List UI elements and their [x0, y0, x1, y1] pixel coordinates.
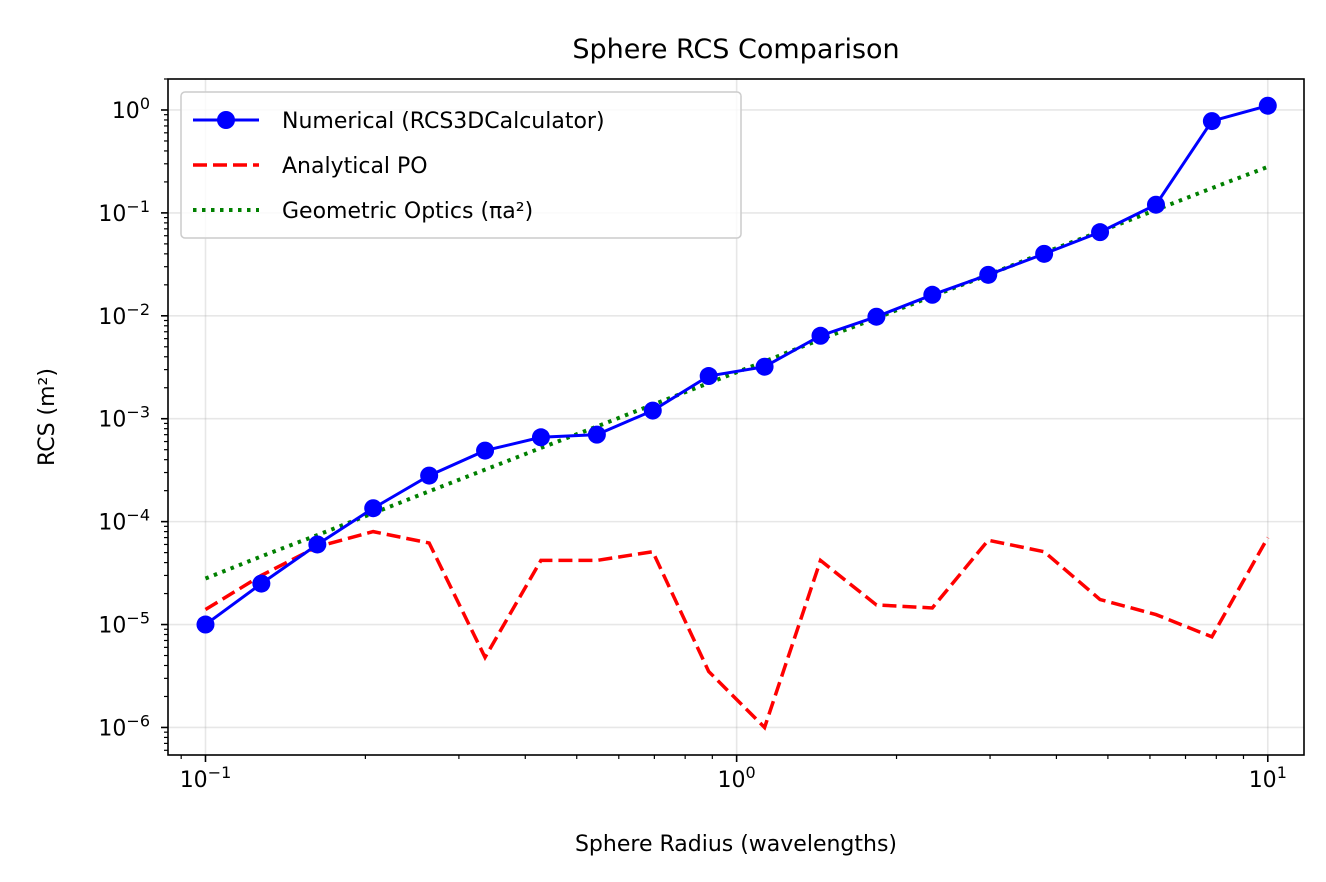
data-point	[643, 401, 662, 420]
legend: Numerical (RCS3DCalculator) Analytical PO…	[180, 91, 742, 239]
data-point	[1146, 195, 1165, 214]
y-tick-label: 10−3	[98, 403, 150, 433]
data-point	[531, 428, 550, 447]
legend-label: Numerical (RCS3DCalculator)	[282, 109, 605, 134]
y-tick-label: 10−6	[98, 711, 150, 741]
data-point	[811, 326, 830, 345]
x-tick-label: 101	[1249, 763, 1287, 793]
legend-box	[180, 91, 742, 239]
legend-label: Geometric Optics (πa²)	[282, 199, 533, 224]
y-tick-label: 10−2	[98, 300, 150, 330]
ticks-layer: 10−6 10−5 10−4 10−3 10−2 10−1 100 10−1 100 101	[98, 78, 1287, 793]
series-line	[204, 104, 1269, 626]
data-point	[196, 615, 215, 634]
y-tick-label: 100	[112, 94, 150, 124]
data-point	[308, 535, 327, 554]
x-axis-label: Sphere Radius (wavelengths)	[575, 832, 897, 857]
data-point	[1091, 223, 1110, 242]
x-tick-label: 10−1	[180, 763, 232, 793]
series-layer	[196, 96, 1277, 731]
data-point	[1035, 244, 1054, 263]
y-tick-label: 10−4	[98, 506, 150, 536]
data-point	[1202, 112, 1221, 131]
data-point	[979, 265, 998, 284]
data-point	[923, 285, 942, 304]
data-point	[364, 499, 383, 518]
data-point	[699, 367, 718, 386]
data-point	[1258, 96, 1277, 115]
legend-marker	[217, 111, 235, 129]
legend-label: Analytical PO	[282, 154, 428, 179]
y-tick-label: 10−1	[98, 197, 150, 227]
y-tick-label: 10−5	[98, 609, 150, 639]
data-point	[476, 441, 495, 460]
data-point	[252, 574, 271, 593]
x-tick-label: 100	[718, 763, 756, 793]
data-point	[867, 307, 886, 326]
data-point	[587, 425, 606, 444]
y-axis-label: RCS (m²)	[35, 368, 60, 466]
data-point	[420, 466, 439, 485]
data-point	[755, 357, 774, 376]
series-line	[204, 529, 1270, 731]
chart-title: Sphere RCS Comparison	[572, 34, 899, 65]
